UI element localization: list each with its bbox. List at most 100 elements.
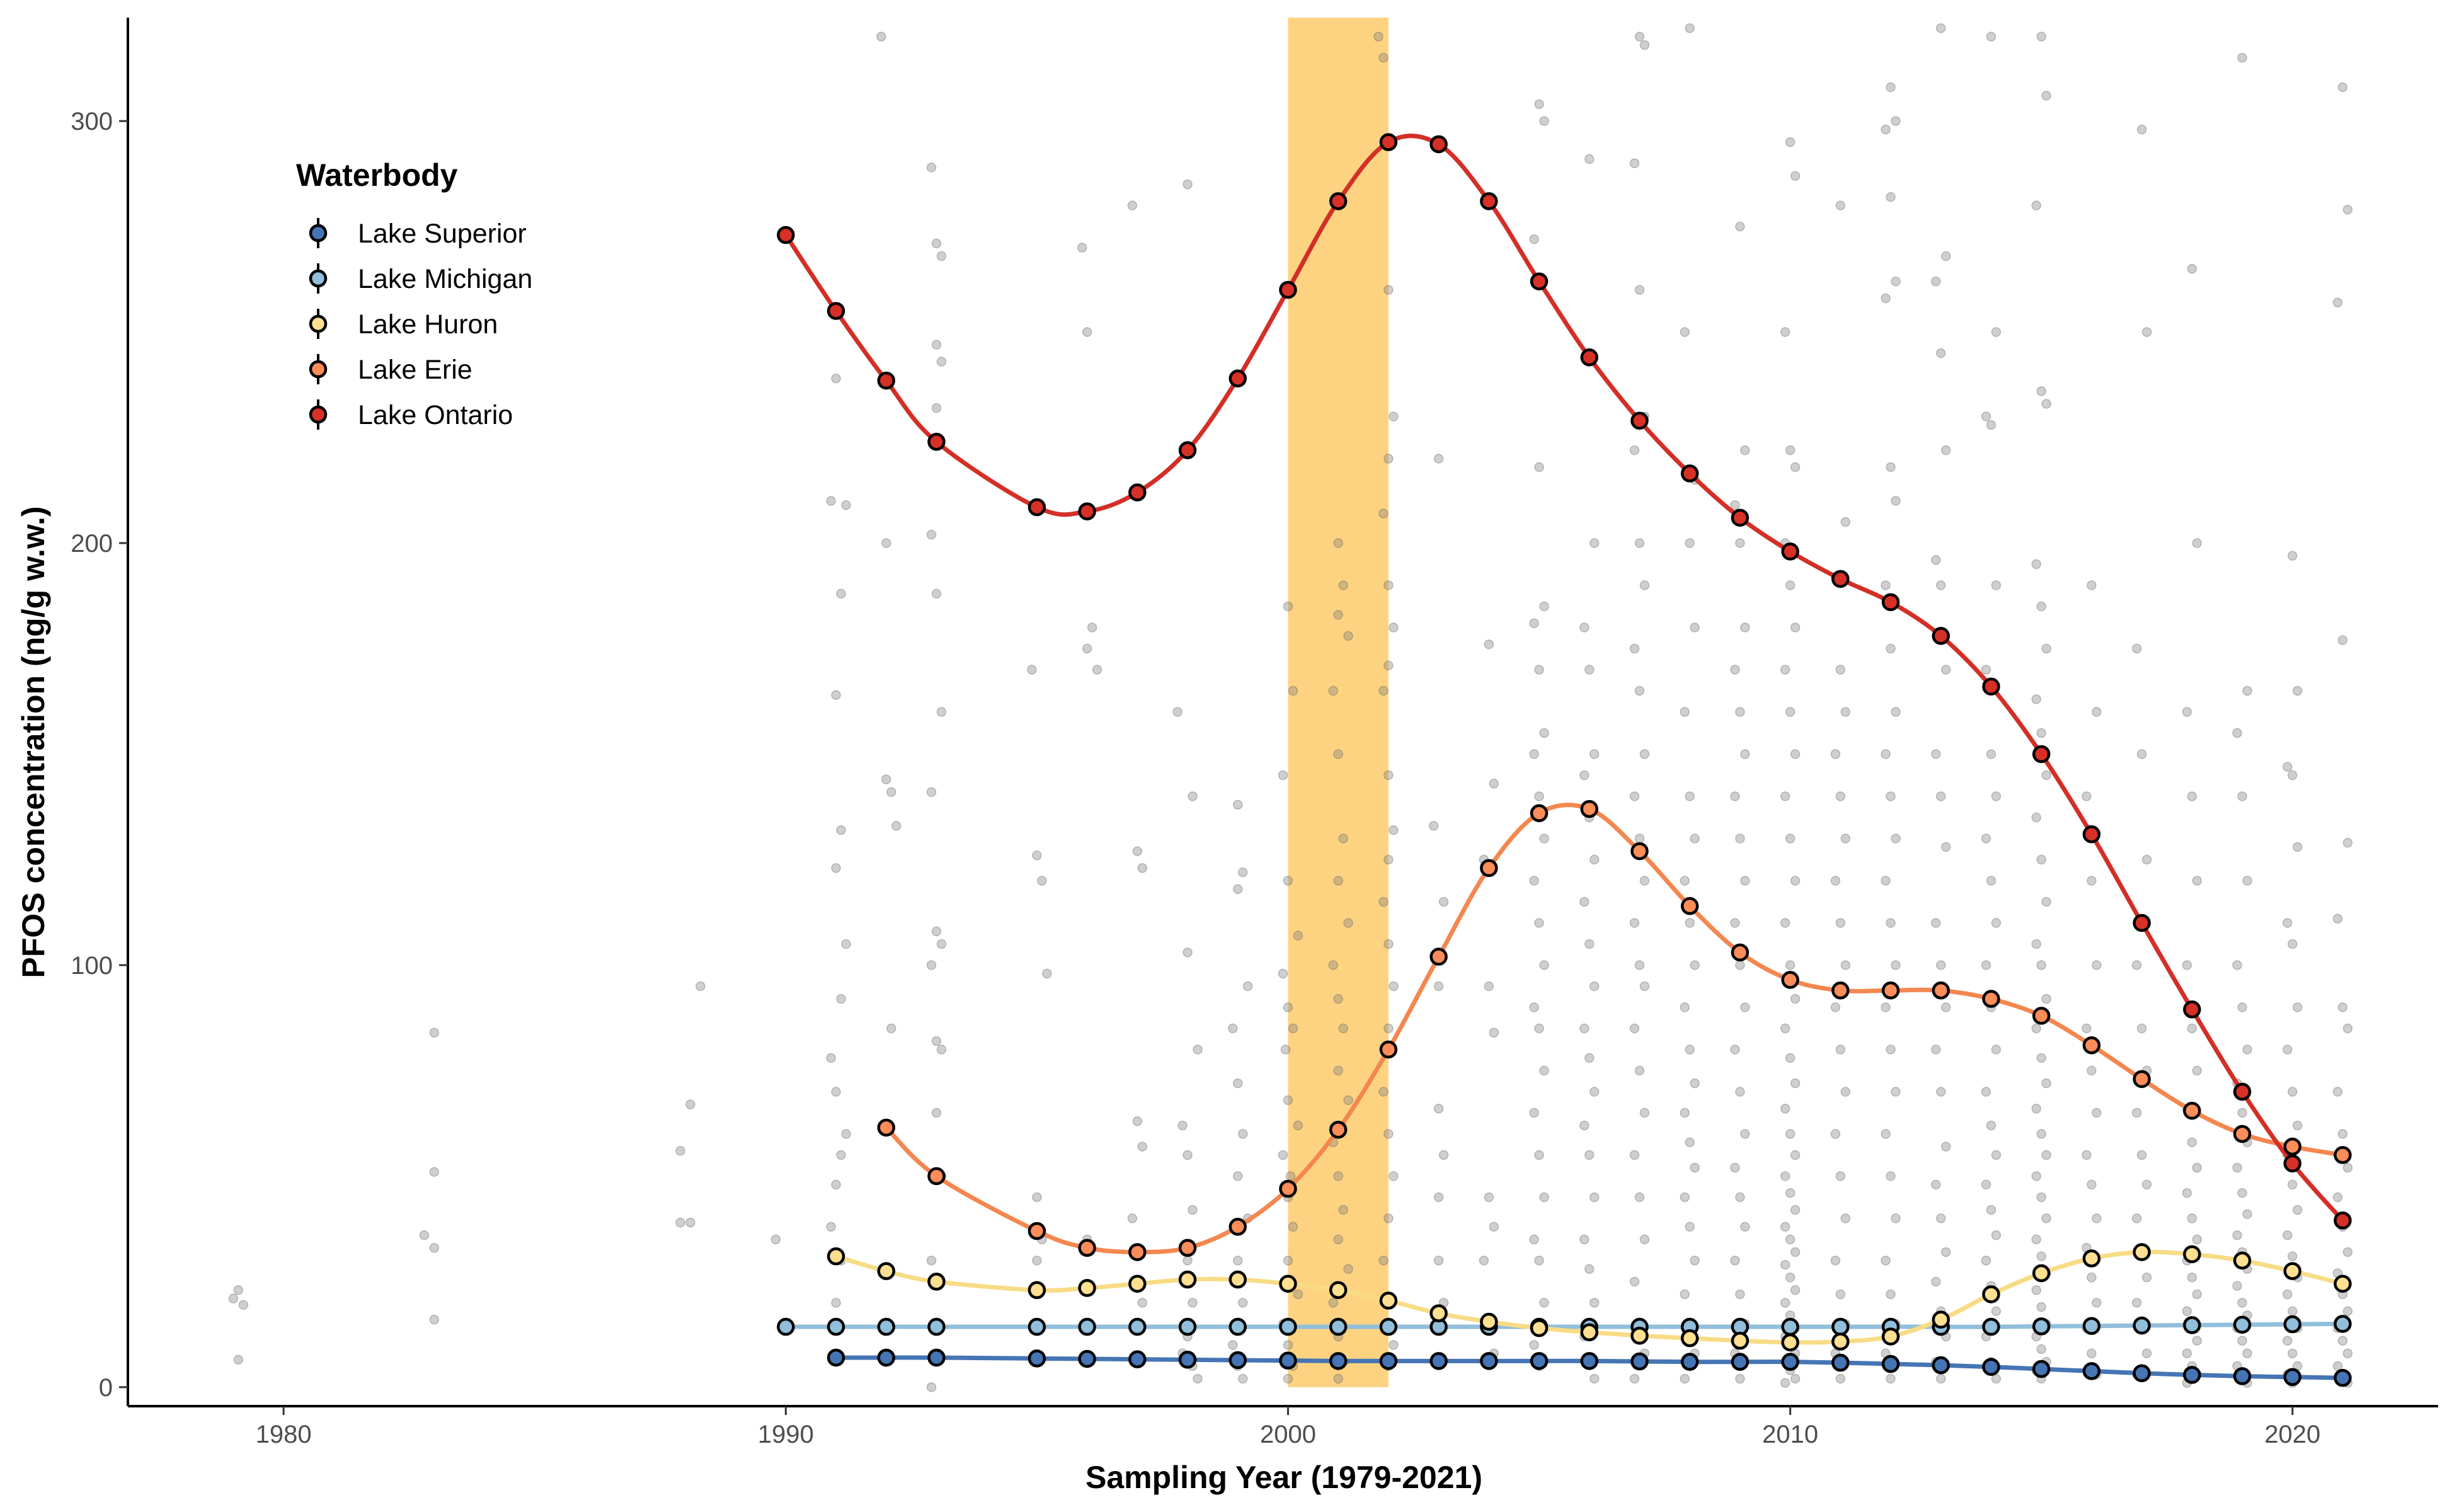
series-point-lake-huron bbox=[877, 1262, 895, 1280]
series-point-lake-superior bbox=[1379, 1352, 1398, 1370]
sample-point bbox=[1941, 665, 1951, 675]
sample-point bbox=[1037, 876, 1047, 886]
sample-point bbox=[1931, 276, 1941, 287]
sample-point bbox=[2288, 1087, 2298, 1097]
series-point-lake-ontario bbox=[1580, 348, 1599, 367]
sample-point bbox=[2182, 1188, 2192, 1198]
sample-point bbox=[1735, 1289, 1745, 1300]
sample-point bbox=[1629, 158, 1640, 168]
sample-point bbox=[1685, 1137, 1695, 1148]
legend-key-marker bbox=[309, 360, 328, 379]
sample-point bbox=[1931, 1045, 1941, 1055]
sample-point bbox=[1333, 610, 1343, 620]
sample-point bbox=[1936, 348, 1946, 358]
sample-point bbox=[1378, 52, 1389, 63]
sample-point bbox=[926, 960, 937, 970]
sample-point bbox=[1383, 939, 1394, 949]
sample-point bbox=[1579, 770, 1589, 781]
sample-point bbox=[228, 1293, 239, 1303]
sample-point bbox=[1629, 643, 1640, 654]
sample-point bbox=[1278, 968, 1288, 979]
sample-point bbox=[2293, 1120, 2303, 1131]
sample-point bbox=[1634, 538, 1645, 548]
highlight-band bbox=[1288, 18, 1389, 1387]
sample-point bbox=[1685, 538, 1695, 548]
sample-point bbox=[2092, 1298, 2102, 1308]
series-point-lake-huron bbox=[1580, 1323, 1599, 1342]
sample-point bbox=[1338, 580, 1348, 590]
sample-point bbox=[1333, 1065, 1343, 1076]
sample-point bbox=[1584, 154, 1595, 164]
sample-point bbox=[1886, 462, 1896, 472]
sample-point bbox=[1389, 1171, 1399, 1181]
series-point-lake-michigan bbox=[1379, 1317, 1398, 1336]
sample-point bbox=[836, 825, 846, 835]
series-point-lake-ontario bbox=[2183, 1000, 2201, 1019]
sample-point bbox=[1740, 1222, 1750, 1232]
sample-point bbox=[2031, 1285, 2042, 1295]
series-point-lake-superior bbox=[1228, 1351, 1247, 1370]
sample-point bbox=[1484, 1192, 1494, 1203]
sample-point bbox=[2242, 1348, 2252, 1359]
sample-point bbox=[2082, 1023, 2092, 1034]
legend-item-lake-ontario: Lake Ontario bbox=[309, 399, 513, 430]
series-point-lake-huron bbox=[927, 1273, 946, 1291]
sample-point bbox=[1288, 1023, 1298, 1034]
sample-point bbox=[2141, 327, 2152, 337]
legend-key-marker bbox=[309, 224, 328, 243]
sample-point bbox=[1634, 833, 1645, 844]
sample-point bbox=[1378, 1087, 1389, 1097]
sample-point bbox=[1639, 876, 1650, 886]
sample-point bbox=[2192, 1065, 2202, 1076]
sample-point bbox=[1333, 538, 1343, 548]
sample-point bbox=[2087, 876, 2097, 886]
sample-point bbox=[1830, 876, 1841, 886]
series-point-lake-huron bbox=[2233, 1251, 2252, 1270]
sample-point bbox=[1629, 791, 1640, 801]
sample-point bbox=[1991, 1045, 2002, 1055]
sample-point bbox=[1886, 1045, 1896, 1055]
sample-point bbox=[2041, 399, 2051, 409]
sample-point bbox=[1579, 1120, 1589, 1131]
sample-point bbox=[2288, 1179, 2298, 1190]
sample-point bbox=[1438, 1150, 1449, 1160]
series-point-lake-erie bbox=[2032, 1007, 2051, 1025]
series-point-lake-erie bbox=[1831, 981, 1850, 1000]
sample-point bbox=[1981, 1179, 1991, 1190]
sample-point bbox=[1042, 968, 1052, 979]
sample-point bbox=[1780, 1259, 1790, 1270]
sample-point bbox=[1881, 580, 1891, 590]
sample-point bbox=[1735, 1373, 1745, 1384]
sample-point bbox=[2342, 1162, 2353, 1173]
sample-point bbox=[1333, 876, 1343, 886]
sample-point bbox=[1539, 728, 1549, 738]
series-point-lake-ontario bbox=[1429, 135, 1448, 154]
sample-point bbox=[1639, 1108, 1650, 1118]
series-point-lake-michigan bbox=[1831, 1317, 1850, 1336]
sample-point bbox=[1780, 1222, 1790, 1232]
sample-point bbox=[2087, 1179, 2097, 1190]
sample-point bbox=[1941, 1247, 1951, 1257]
x-ticks: 1980 1990 2000 2010 2020 bbox=[256, 1406, 2320, 1448]
sample-point bbox=[2242, 685, 2252, 696]
sample-point bbox=[2092, 707, 2102, 717]
sample-point bbox=[1730, 665, 1740, 675]
sample-point bbox=[891, 821, 902, 831]
y-ticks: 0 100 200 300 bbox=[71, 108, 128, 1402]
sample-point bbox=[685, 1099, 696, 1109]
sample-point bbox=[1629, 918, 1640, 928]
sample-point bbox=[2288, 770, 2298, 781]
sample-point bbox=[2187, 791, 2197, 801]
sample-point bbox=[1383, 770, 1394, 781]
series-point-lake-superior bbox=[2283, 1368, 2302, 1387]
sample-point bbox=[1127, 1213, 1138, 1223]
series-point-lake-superior bbox=[1480, 1352, 1498, 1370]
sample-point bbox=[1283, 1256, 1293, 1266]
sample-point bbox=[1931, 749, 1941, 759]
series-point-lake-ontario bbox=[827, 302, 845, 320]
series-point-lake-huron bbox=[1028, 1281, 1046, 1300]
sample-point bbox=[1137, 1142, 1148, 1152]
sample-point bbox=[2232, 1162, 2242, 1173]
series-point-lake-erie bbox=[1279, 1179, 1297, 1198]
sample-point bbox=[2192, 538, 2202, 548]
